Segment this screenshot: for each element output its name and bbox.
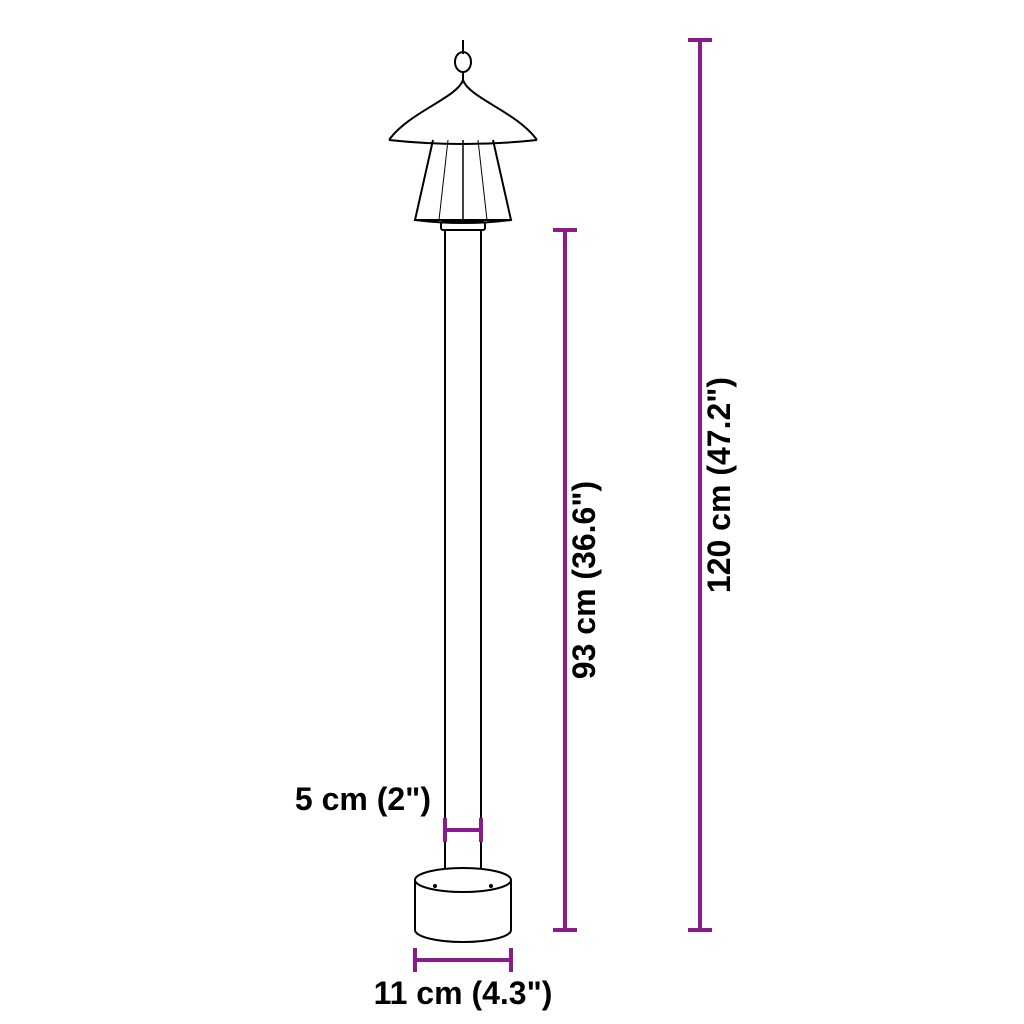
base-diameter-label: 11 cm (4.3") (374, 975, 553, 1011)
lamp-dimension-diagram: 5 cm (2") 11 cm (4.3") 93 cm (36.6") 120 cm… (0, 0, 1024, 1024)
total-height-label: 120 cm (47.2") (701, 377, 737, 593)
pole-diameter-label: 5 cm (2") (295, 781, 431, 817)
pole-height-label: 93 cm (36.6") (566, 481, 602, 679)
